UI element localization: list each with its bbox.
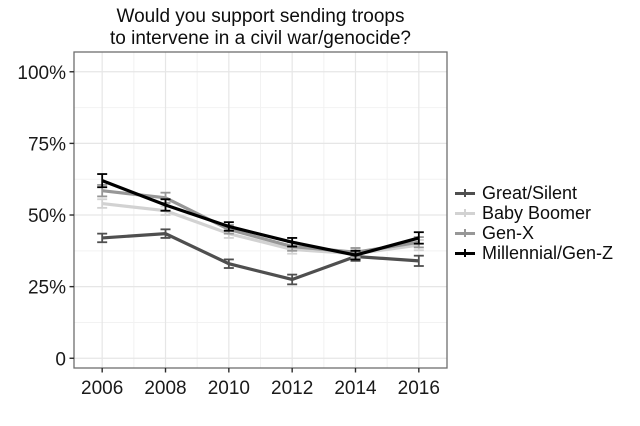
y-tick-label: 100% xyxy=(17,63,66,84)
x-tick-label: 2014 xyxy=(334,378,377,399)
legend-label: Baby Boomer xyxy=(482,202,592,223)
x-tick-label: 2016 xyxy=(398,378,440,399)
y-tick-label: 75% xyxy=(28,134,66,155)
x-tick-label: 2012 xyxy=(271,378,313,399)
legend-item-gen-x: Gen-X xyxy=(455,223,613,243)
legend-key-line-icon xyxy=(455,187,475,199)
axis-tick-labels: 2006 2008 2010 2012 2014 2016 0 25% 50% 75% 100% xyxy=(17,63,440,399)
y-tick-label: 0 xyxy=(55,349,66,370)
chart-title-line1: Would you support sending troops xyxy=(116,6,405,27)
legend-item-great-silent: Great/Silent xyxy=(455,183,613,203)
y-tick-label: 50% xyxy=(28,206,66,227)
legend-label: Millennial/Gen-Z xyxy=(482,242,614,263)
legend-key-line-icon xyxy=(455,247,475,259)
x-tick-label: 2006 xyxy=(81,378,123,399)
panel-border xyxy=(73,51,448,369)
grid-minor xyxy=(74,52,447,368)
y-tick-label: 25% xyxy=(28,278,66,299)
axis-ticks xyxy=(69,71,420,373)
legend-item-millennial-gen-z: Millennial/Gen-Z xyxy=(455,243,613,263)
x-tick-label: 2008 xyxy=(144,378,186,399)
legend-label: Great/Silent xyxy=(482,182,578,203)
legend-key-line-icon xyxy=(455,227,475,239)
chart-title: Would you support sending troops to inte… xyxy=(30,6,491,49)
series-millennial-gen-z xyxy=(97,173,424,261)
legend: Great/Silent Baby Boomer Gen-X Millennia… xyxy=(455,183,613,263)
legend-item-baby-boomer: Baby Boomer xyxy=(455,203,613,223)
x-tick-label: 2010 xyxy=(208,378,250,399)
legend-label: Gen-X xyxy=(482,222,535,243)
legend-key-line-icon xyxy=(455,207,475,219)
chart-title-line2: to intervene in a civil war/genocide? xyxy=(109,27,411,49)
